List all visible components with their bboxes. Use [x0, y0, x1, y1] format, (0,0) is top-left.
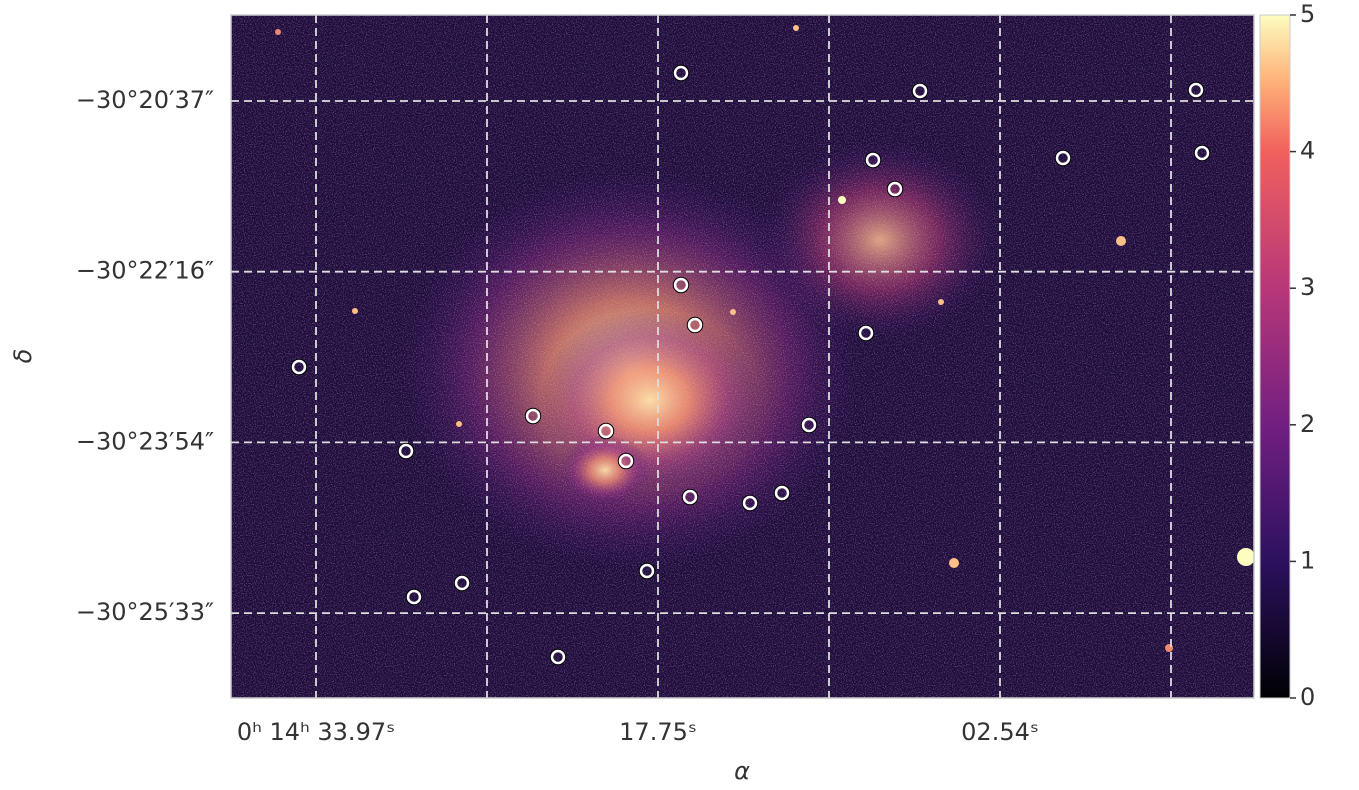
- colorbar-tick-label: 3: [1300, 273, 1315, 301]
- x-axis-label: α: [734, 757, 750, 785]
- chart: α δ 0ʰ 14ʰ 33.97ˢ 17.75ˢ 02.54ˢ −30°20′37″ −…: [0, 0, 1359, 786]
- y-tick-label: −30°22′16″: [76, 257, 214, 285]
- colorbar-tick-label: 2: [1300, 410, 1315, 438]
- x-tick-label: 17.75ˢ: [619, 718, 697, 746]
- colorbar: [1260, 15, 1290, 698]
- y-tick-label: −30°25′33″: [76, 598, 214, 626]
- y-tick-label: −30°20′37″: [76, 86, 214, 114]
- colorbar-tick-label: 4: [1300, 137, 1315, 165]
- x-tick-label: 0ʰ 14ʰ 33.97ˢ: [237, 718, 395, 746]
- y-tick-label: −30°23′54″: [76, 427, 214, 455]
- colorbar-tick-label: 0: [1300, 683, 1315, 711]
- x-tick-label: 02.54ˢ: [961, 718, 1039, 746]
- colorbar-tick-label: 1: [1300, 546, 1315, 574]
- image: [231, 15, 1255, 698]
- colorbar-tick-label: 5: [1300, 0, 1315, 28]
- y-axis-label: δ: [9, 349, 37, 364]
